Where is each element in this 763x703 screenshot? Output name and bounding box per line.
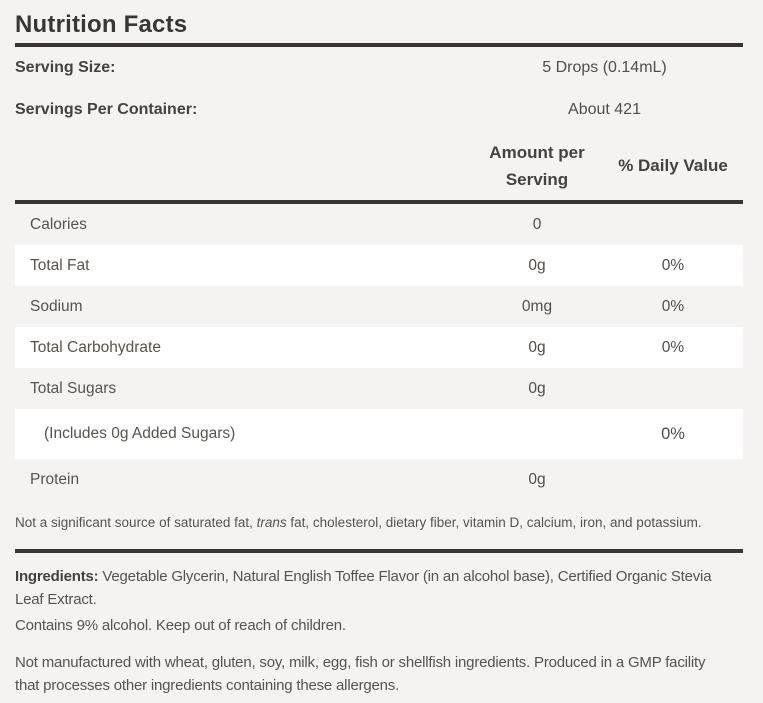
nutrient-label: Calories: [30, 215, 87, 233]
serving-size-row: Serving Size: 5 Drops (0.14mL): [15, 47, 743, 89]
nutrient-row-total-fat: Total Fat 0g 0%: [15, 245, 743, 286]
daily-value: 0%: [661, 338, 685, 356]
nutrient-row-added-sugars: (Includes 0g Added Sugars) 0%: [15, 409, 743, 459]
servings-per-container-row: Servings Per Container: About 421: [15, 89, 743, 131]
alcohol-warning: Contains 9% alcohol. Keep out of reach o…: [15, 617, 346, 634]
servings-per-container-label: Servings Per Container:: [15, 101, 198, 118]
nutrient-label: Sodium: [30, 297, 83, 315]
title-divider: [15, 43, 743, 47]
daily-value: 0%: [661, 424, 685, 443]
allergen-line: Not manufactured with wheat, gluten, soy…: [15, 654, 706, 671]
ingredients-text: Vegetable Glycerin, Natural English Toff…: [98, 568, 712, 585]
panel-title: Nutrition Facts: [15, 11, 188, 38]
percent-daily-value-header: % Daily Value: [618, 156, 728, 175]
nutrient-label: Total Fat: [30, 256, 90, 274]
amount-value: 0g: [528, 256, 546, 274]
nutrient-label: Protein: [30, 470, 80, 488]
serving-size-value: 5 Drops (0.14mL): [542, 59, 667, 76]
amount-value: 0g: [528, 379, 546, 397]
allergen-line: that processes other ingredients contain…: [15, 677, 400, 694]
note-trans-italic: trans: [256, 515, 287, 530]
note-text: Not a significant source of saturated fa…: [15, 515, 257, 530]
ingredients-label: Ingredients:: [15, 568, 99, 585]
amount-value: 0g: [528, 470, 546, 488]
note-text: fat, cholesterol, dietary fiber, vitamin…: [286, 515, 702, 530]
servings-per-container-value: About 421: [568, 101, 641, 118]
daily-value: 0%: [661, 297, 685, 315]
nutrient-label: (Includes 0g Added Sugars): [44, 425, 236, 442]
amount-value: 0: [532, 215, 542, 233]
amount-value: 0mg: [521, 297, 553, 315]
nutrient-row-protein: Protein 0g: [15, 459, 743, 500]
ingredients-paragraph: Ingredients: Vegetable Glycerin, Natural…: [15, 565, 743, 611]
ingredients-line: Leaf Extract.: [15, 591, 97, 608]
nutrient-row-total-carbohydrate: Total Carbohydrate 0g 0%: [15, 327, 743, 368]
amount-per-serving-header: Amount per Serving: [489, 142, 585, 189]
table-column-headers: Amount per Serving % Daily Value: [15, 131, 743, 200]
nutrient-row-total-sugars: Total Sugars 0g: [15, 368, 743, 409]
daily-value: 0%: [661, 256, 685, 274]
nutrient-row-calories: Calories 0: [15, 204, 743, 245]
section-divider: [15, 549, 743, 553]
header-divider: [15, 200, 743, 204]
allergen-statement: Not manufactured with wheat, gluten, soy…: [15, 651, 743, 697]
not-significant-source-note: Not a significant source of saturated fa…: [15, 513, 743, 533]
ingredients-line: Ingredients: Vegetable Glycerin, Natural…: [15, 565, 743, 588]
serving-size-label: Serving Size:: [15, 59, 116, 76]
nutrient-label: Total Carbohydrate: [30, 338, 161, 356]
amount-value: 0g: [528, 338, 546, 356]
nutrient-label: Total Sugars: [30, 379, 117, 397]
nutrient-row-sodium: Sodium 0mg 0%: [15, 286, 743, 327]
